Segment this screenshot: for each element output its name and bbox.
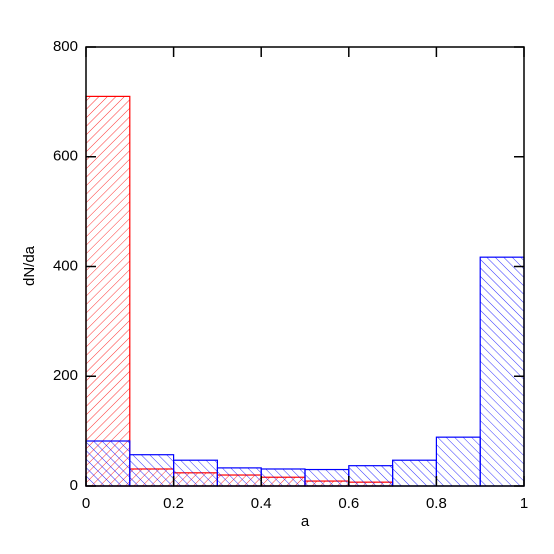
- histogram-bar: [304, 468, 350, 487]
- histogram-bar: [173, 459, 219, 487]
- histogram-bar: [435, 436, 481, 487]
- x-tick-label: 0.2: [163, 495, 184, 512]
- histogram-bar: [392, 459, 438, 487]
- histogram-bar: [85, 440, 131, 487]
- y-tick-label: 200: [53, 367, 78, 384]
- x-tick-label: 1: [520, 495, 528, 512]
- histogram-bar: [348, 465, 394, 487]
- histogram-bar: [479, 256, 525, 487]
- histogram-bar: [216, 467, 262, 487]
- y-tick-label: 800: [53, 38, 78, 55]
- y-tick-label: 0: [70, 477, 78, 494]
- histogram-bar: [85, 95, 131, 487]
- x-tick-label: 0.6: [338, 495, 359, 512]
- histogram-bar: [129, 454, 175, 487]
- x-axis-label: a: [301, 513, 310, 530]
- x-tick-label: 0: [82, 495, 90, 512]
- y-tick-label: 600: [53, 148, 78, 165]
- x-tick-label: 0.8: [426, 495, 447, 512]
- y-axis-label: dN/da: [21, 245, 38, 286]
- plot-frame: [85, 46, 525, 487]
- histogram-bar: [260, 468, 306, 487]
- y-tick-label: 400: [53, 257, 78, 274]
- x-tick-label: 0.4: [251, 495, 272, 512]
